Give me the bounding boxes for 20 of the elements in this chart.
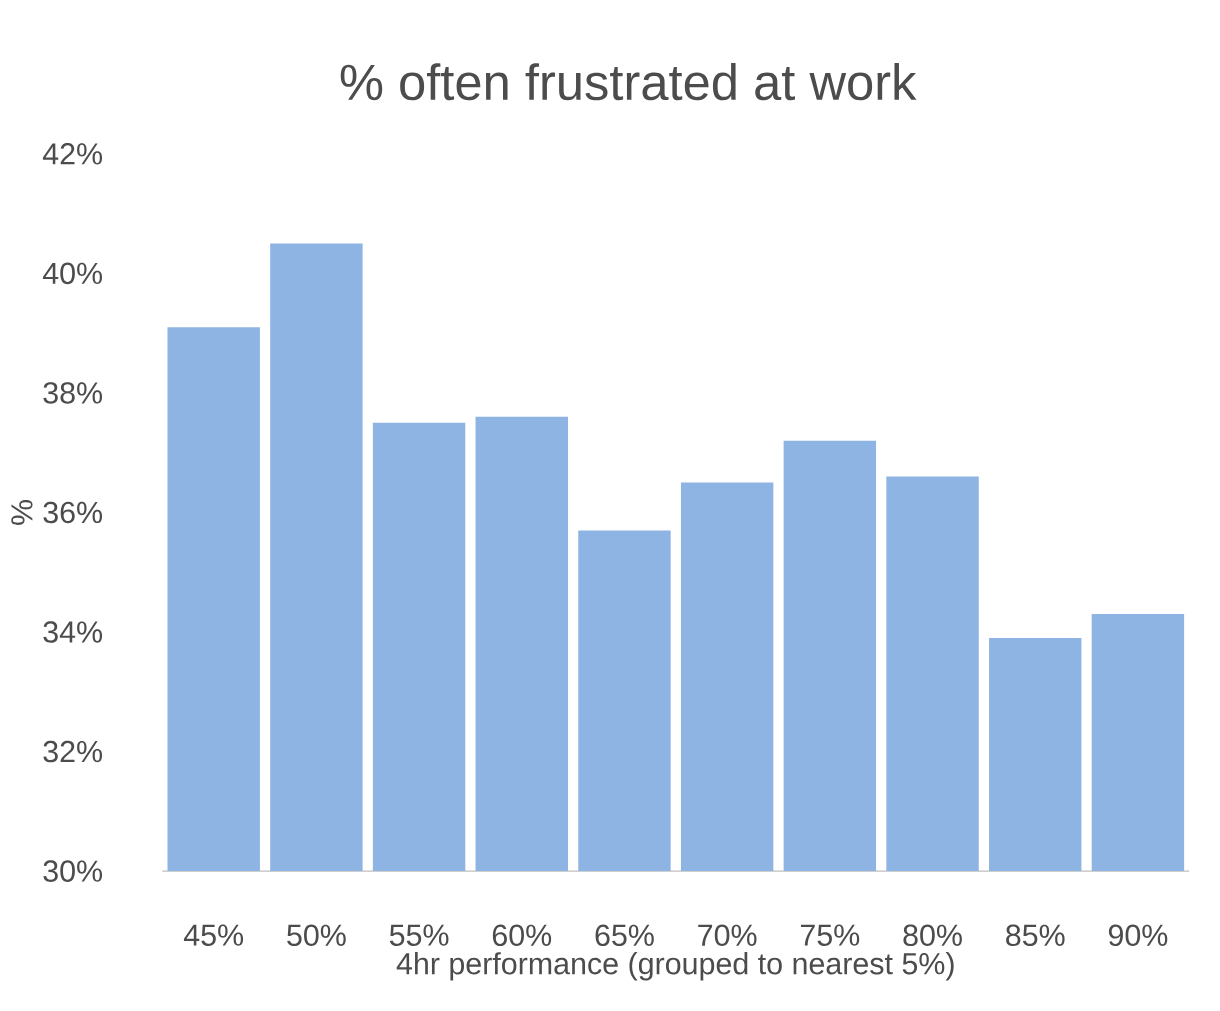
x-tick-label: 80% — [903, 924, 962, 946]
x-tick-label: 70% — [698, 924, 757, 946]
y-tick-label: 40% — [42, 262, 103, 284]
x-tick-label: 85% — [1006, 924, 1065, 946]
x-tick-label: 45% — [183, 924, 244, 946]
y-tick-label: 32% — [43, 740, 103, 763]
y-axis-title: % — [11, 499, 33, 525]
y-tick-label: 38% — [43, 381, 103, 404]
y-tick-label: 34% — [43, 620, 103, 643]
x-tick-label: 60% — [492, 924, 552, 946]
x-axis-title: 4hr performance (grouped to nearest 5%) — [396, 951, 954, 981]
x-tick-label: 65% — [595, 924, 654, 946]
y-tick-label: 42% — [42, 142, 103, 165]
y-tick-label: 30% — [43, 860, 103, 882]
chart-title: % often frustrated at work — [340, 62, 917, 101]
x-tick-label: 50% — [287, 924, 346, 946]
x-tick-label: 55% — [389, 924, 449, 946]
y-tick-label: 36% — [43, 501, 103, 524]
x-tick-label: 75% — [800, 924, 860, 946]
x-tick-label: 90% — [1108, 924, 1168, 946]
